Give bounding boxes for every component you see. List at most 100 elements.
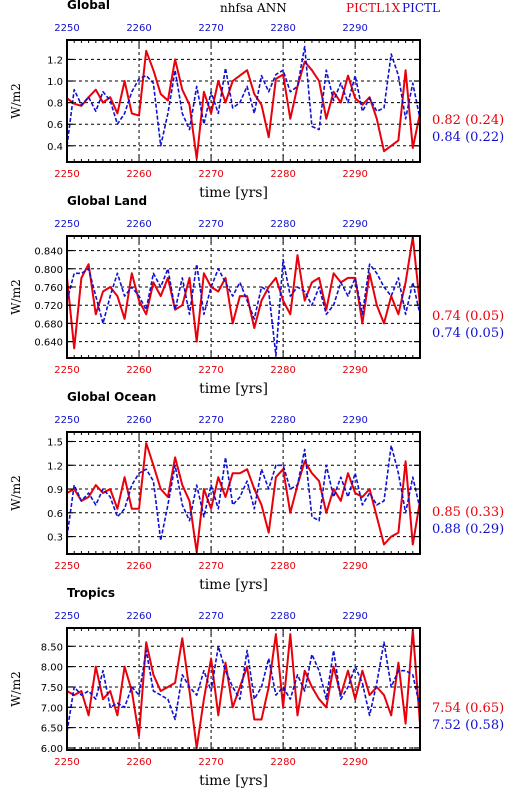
- x-axis-label: time [yrs]: [199, 381, 268, 397]
- series-line-pictl1x: [66, 629, 421, 749]
- x-tick-label-top: 2260: [126, 219, 151, 230]
- y-tick-label: 0.720: [34, 301, 63, 312]
- x-tick-label-bottom: 2280: [270, 365, 295, 376]
- x-tick-label-bottom: 2250: [54, 757, 79, 768]
- stat-pictl: 7.52 (0.58): [432, 718, 504, 733]
- x-tick-label-top: 2250: [54, 611, 79, 622]
- x-tick-label-bottom: 2260: [126, 561, 151, 572]
- x-tick-label-top: 2280: [270, 611, 295, 622]
- x-tick-label-bottom: 2260: [126, 169, 151, 180]
- y-tick-label: 0.640: [34, 338, 63, 349]
- chart-panel-1: Global 0.4 0.6 0.8 1.0 1.2 2250 2250 2260 2260 227…: [9, 0, 504, 201]
- x-tick-label-bottom: 2250: [54, 169, 79, 180]
- x-tick-label-bottom: 2290: [342, 169, 367, 180]
- y-tick-label: 0.800: [34, 265, 63, 276]
- series-line-pictl1x: [66, 49, 421, 160]
- x-tick-label-top: 2250: [54, 23, 79, 34]
- chart-panel-2: Global Land 0.640 0.680 0.720 0.760 0.800 0.84…: [9, 194, 504, 397]
- y-axis-label: W/m2: [9, 279, 23, 314]
- x-tick-label-top: 2290: [342, 611, 367, 622]
- y-tick-label: 0.9: [47, 485, 63, 496]
- y-tick-label: 1.0: [47, 77, 63, 88]
- plot-frame: [66, 627, 421, 751]
- series-line-pictl: [66, 45, 421, 147]
- series-line-pictl: [66, 258, 421, 357]
- x-tick-label-bottom: 2270: [198, 561, 223, 572]
- stat-pictl: 0.74 (0.05): [432, 326, 504, 341]
- chart-panel-4: Tropics 6.00 6.50 7.00 7.50 8.00 8.50 2250 2250 2…: [9, 586, 504, 789]
- x-tick-label-bottom: 2290: [342, 561, 367, 572]
- plot-frame: [66, 431, 421, 555]
- y-tick-label: 0.760: [34, 283, 63, 294]
- x-tick-label-bottom: 2270: [198, 757, 223, 768]
- plot-frame: [66, 39, 421, 163]
- y-tick-label: 0.4: [47, 142, 63, 153]
- y-tick-label: 0.680: [34, 319, 63, 330]
- x-tick-label-top: 2280: [270, 23, 295, 34]
- y-tick-label: 1.5: [47, 438, 63, 449]
- panels: Global 0.4 0.6 0.8 1.0 1.2 2250 2250 2260 2260 227…: [9, 0, 504, 789]
- header-run-a: PICTL1X: [346, 1, 401, 15]
- y-tick-label: 0.6: [47, 509, 63, 520]
- y-axis-label: W/m2: [9, 83, 23, 118]
- x-tick-label-top: 2290: [342, 23, 367, 34]
- y-tick-label: 0.8: [47, 99, 63, 110]
- y-tick-label: 1.2: [47, 55, 63, 66]
- stat-pictl1x: 7.54 (0.65): [432, 701, 504, 716]
- y-tick-label: 6.00: [41, 744, 63, 755]
- x-tick-label-top: 2270: [198, 611, 223, 622]
- series-line-pictl: [66, 444, 421, 542]
- x-tick-label-top: 2260: [126, 23, 151, 34]
- plot-frame: [66, 235, 421, 359]
- x-axis-label: time [yrs]: [199, 185, 268, 201]
- series-line-pictl1x: [66, 442, 421, 554]
- stat-pictl: 0.84 (0.22): [432, 130, 504, 145]
- x-tick-label-bottom: 2270: [198, 365, 223, 376]
- x-tick-label-bottom: 2260: [126, 757, 151, 768]
- y-tick-label: 6.50: [41, 724, 63, 735]
- y-tick-label: 7.00: [41, 703, 63, 714]
- y-tick-label: 0.3: [47, 533, 63, 544]
- header-left-label: nhfsa ANN: [220, 1, 287, 15]
- y-axis-label: W/m2: [9, 475, 23, 510]
- y-tick-label: 8.00: [41, 663, 63, 674]
- x-tick-label-bottom: 2280: [270, 561, 295, 572]
- x-tick-label-bottom: 2290: [342, 365, 367, 376]
- x-tick-label-bottom: 2250: [54, 365, 79, 376]
- x-axis-label: time [yrs]: [199, 773, 268, 789]
- stat-pictl: 0.88 (0.29): [432, 522, 504, 537]
- chart-panel-3: Global Ocean 0.3 0.6 0.9 1.2 1.5 2250 2250 2260 2…: [9, 390, 504, 593]
- panel-title: Global: [67, 0, 110, 12]
- x-tick-label-top: 2290: [342, 219, 367, 230]
- stat-pictl1x: 0.85 (0.33): [432, 505, 504, 520]
- x-tick-label-top: 2270: [198, 415, 223, 426]
- stat-pictl1x: 0.82 (0.24): [432, 113, 504, 128]
- x-tick-label-top: 2250: [54, 219, 79, 230]
- y-tick-label: 7.50: [41, 683, 63, 694]
- y-tick-label: 0.6: [47, 120, 63, 131]
- x-tick-label-bottom: 2260: [126, 365, 151, 376]
- y-tick-label: 8.50: [41, 642, 63, 653]
- x-axis-label: time [yrs]: [199, 577, 268, 593]
- x-tick-label-top: 2290: [342, 415, 367, 426]
- x-tick-label-top: 2280: [270, 415, 295, 426]
- y-tick-label: 1.2: [47, 461, 63, 472]
- panel-title: Tropics: [67, 586, 115, 600]
- series-line-pictl: [66, 641, 421, 732]
- header-run-b: PICTL: [402, 1, 440, 15]
- series-line-pictl1x: [66, 235, 421, 350]
- stat-pictl1x: 0.74 (0.05): [432, 309, 504, 324]
- x-tick-label-bottom: 2280: [270, 757, 295, 768]
- panel-title: Global Land: [67, 194, 147, 208]
- x-tick-label-top: 2280: [270, 219, 295, 230]
- x-tick-label-top: 2260: [126, 415, 151, 426]
- x-tick-label-top: 2250: [54, 415, 79, 426]
- panel-title: Global Ocean: [67, 390, 156, 404]
- x-tick-label-top: 2260: [126, 611, 151, 622]
- x-tick-label-bottom: 2280: [270, 169, 295, 180]
- y-axis-label: W/m2: [9, 671, 23, 706]
- x-tick-label-bottom: 2270: [198, 169, 223, 180]
- y-tick-label: 0.840: [34, 247, 63, 258]
- x-tick-label-bottom: 2290: [342, 757, 367, 768]
